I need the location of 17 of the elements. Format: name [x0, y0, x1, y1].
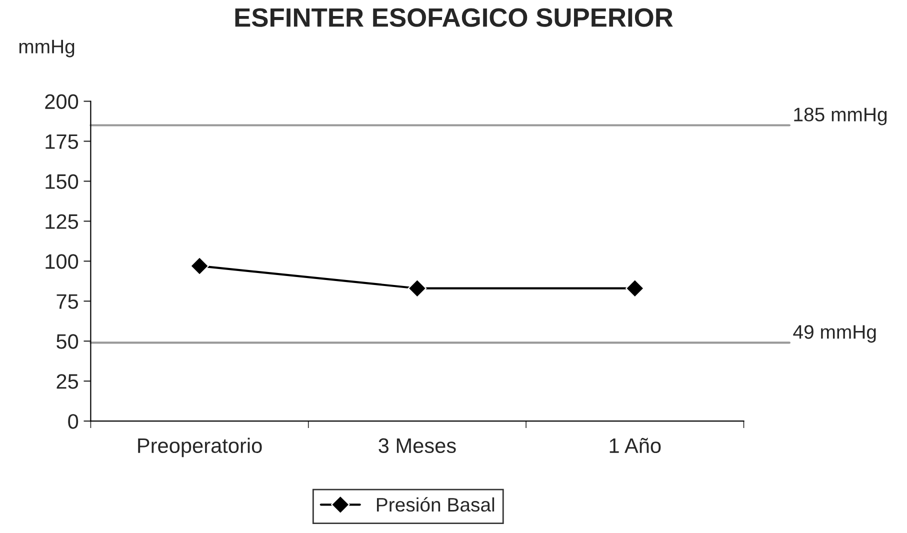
y-tick-label: 75	[56, 294, 78, 309]
x-tick-label: 1 Año	[610, 438, 661, 454]
chart-title: ESFINTER ESOFAGICO SUPERIOR	[235, 8, 673, 27]
y-tick-label: 100	[46, 254, 78, 269]
y-tick-label: 200	[45, 94, 78, 110]
x-tick-label: Preoperatorio	[138, 438, 262, 458]
ref-line-label: 185 mmHg	[794, 108, 887, 126]
x-tick-label: 3 Meses	[378, 438, 456, 454]
y-tick-label: 150	[46, 174, 78, 189]
ref-line-label: 49 mmHg	[793, 325, 876, 343]
legend-label: Presión Basal	[376, 497, 494, 512]
y-tick-label: 0	[68, 414, 78, 429]
y-tick-label: 125	[46, 214, 78, 229]
y-tick-label: 50	[56, 334, 78, 349]
y-tick-label: 175	[46, 134, 78, 149]
y-axis-title: mmHg	[19, 40, 74, 58]
y-tick-label: 25	[56, 374, 78, 389]
